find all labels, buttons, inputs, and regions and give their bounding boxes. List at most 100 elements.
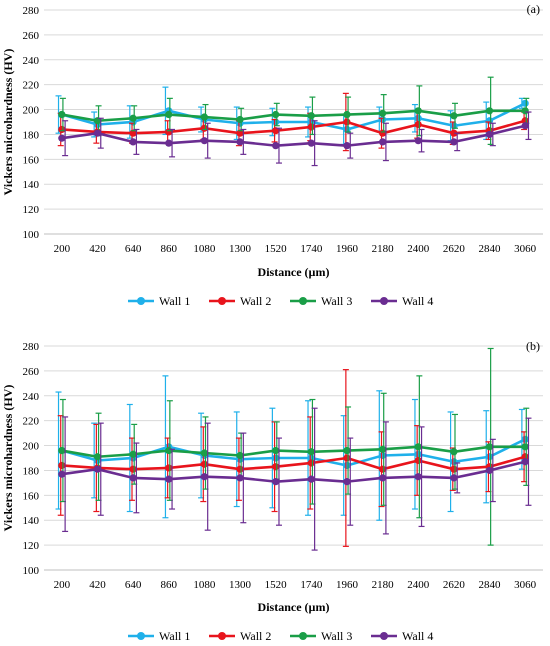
data-point [129,474,137,482]
legend-label: Wall 4 [402,629,433,643]
legend-label: Wall 3 [321,629,352,643]
series-4 [58,111,532,167]
data-point [414,456,422,465]
legend-label: Wall 2 [240,294,271,308]
x-tick-label: 2400 [407,579,430,591]
legend-swatch-marker [218,297,226,305]
data-point [236,115,244,124]
data-point [165,475,173,483]
x-tick-label: 2180 [372,579,395,591]
x-tick-label: 2620 [443,579,466,591]
data-point [307,448,315,456]
legend-swatch-marker [380,632,388,640]
data-point [58,134,66,142]
panel-label: (b) [526,339,540,353]
data-point [236,138,244,146]
data-point [58,470,66,478]
y-tick-label: 100 [23,565,40,577]
data-point [379,465,387,473]
x-tick-label: 420 [89,579,106,591]
data-point [307,459,315,467]
y-tick-label: 200 [23,441,40,453]
x-tick-label: 640 [125,243,142,255]
legend-label: Wall 1 [159,294,190,308]
data-point [58,125,66,134]
data-point [450,458,458,466]
x-tick-label: 1520 [265,579,288,591]
data-point [129,465,137,473]
y-tick-label: 200 [23,105,40,117]
x-tick-label: 200 [54,579,71,591]
y-tick-label: 160 [23,490,40,502]
data-point [521,122,529,130]
x-tick-label: 2620 [443,243,466,255]
x-axis-title: Distance (µm) [258,265,330,279]
data-point [521,435,529,443]
data-point [414,137,422,145]
data-point [272,478,280,486]
data-point [521,458,529,466]
data-point [414,114,422,122]
data-point [129,450,137,458]
y-tick-label: 180 [23,129,40,141]
data-point [93,465,102,473]
data-point [343,142,351,150]
data-point [165,110,173,119]
data-point [521,99,529,107]
data-point [450,474,458,482]
data-point [200,473,208,481]
data-point [343,446,351,455]
y-tick-label: 260 [23,30,40,42]
legend-label: Wall 3 [321,294,352,308]
legend-swatch-marker [299,297,307,305]
x-tick-label: 3060 [514,243,537,255]
data-point [343,110,351,119]
x-tick-label: 1960 [336,243,359,255]
y-tick-label: 120 [23,540,40,552]
data-point [450,448,458,456]
y-tick-label: 260 [23,366,40,378]
series-line [61,124,526,147]
data-point [521,117,529,125]
panel-label: (a) [527,2,540,16]
data-point [165,139,173,147]
x-axis-title: Distance (µm) [258,600,330,614]
data-point [58,446,66,455]
y-tick-label: 240 [23,391,40,403]
data-point [343,125,351,134]
y-tick-label: 100 [23,229,40,241]
data-point [450,129,458,137]
series-line [61,109,526,123]
data-point [379,138,387,146]
data-point [129,129,137,137]
data-point [379,109,387,117]
data-point [343,454,351,462]
data-point [272,118,280,126]
data-point [307,123,315,131]
data-point [165,464,173,472]
data-point [485,453,494,461]
data-point [521,453,529,461]
data-point [414,473,422,481]
data-point [343,118,351,126]
legend: Wall 1 Wall 2 Wall 3 Wall 4 [128,629,433,643]
data-point [272,142,280,150]
data-point [343,478,351,486]
data-point [236,474,244,482]
x-tick-label: 2180 [372,243,395,255]
chart-panel-2: 100 120 140 160 180 200 220 240 260 280 200 420 640 8… [1,339,543,643]
series-line [61,438,526,467]
data-point [93,117,102,125]
data-point [93,129,102,137]
legend: Wall 1 Wall 2 Wall 3 Wall 4 [128,294,433,308]
legend-swatch-marker [137,297,145,305]
data-point [450,138,458,146]
x-tick-label: 1300 [229,243,252,255]
data-point [58,461,66,470]
data-point [450,122,458,130]
data-point [521,443,529,451]
x-tick-label: 2840 [479,579,502,591]
data-point [485,443,494,451]
data-point [236,451,244,460]
